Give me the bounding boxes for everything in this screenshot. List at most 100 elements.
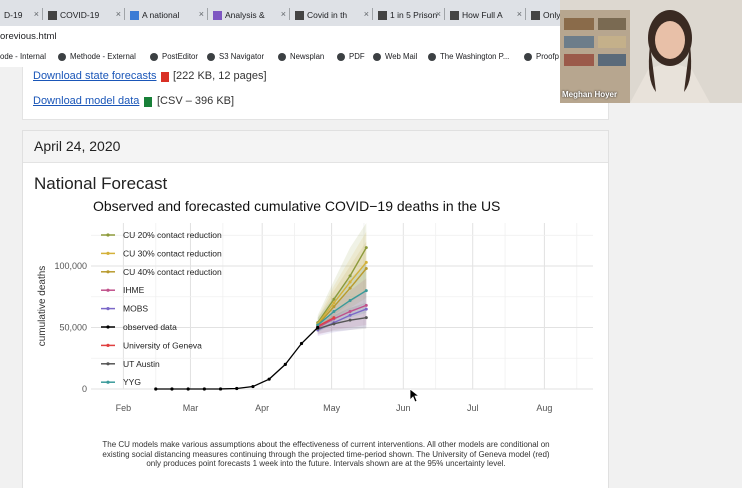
browser-tab[interactable]: Only [531, 4, 567, 26]
bookmark-item[interactable]: Web Mail [373, 52, 417, 61]
tab-label: Analysis & [225, 10, 265, 20]
bookmark-item[interactable]: ode - Internal [0, 52, 46, 61]
browser-tab[interactable]: D-19 × [4, 4, 42, 26]
y-tick-label: 50,000 [59, 323, 87, 333]
tab-close-icon[interactable]: × [33, 9, 39, 19]
bookmark-label: Web Mail [385, 52, 418, 61]
legend-swatch-point [106, 288, 110, 292]
observed-point [267, 377, 271, 381]
tab-separator [289, 8, 290, 20]
tab-close-icon[interactable]: × [363, 9, 369, 19]
tab-separator [372, 8, 373, 20]
bookmark-icon [373, 52, 381, 61]
tab-favicon-icon [48, 10, 57, 20]
bookmark-label: Proofp [536, 52, 559, 61]
bookmark-item[interactable]: PostEditor [150, 52, 198, 61]
webcam-video: Meghan Hoyer [560, 0, 742, 103]
x-tick-label: Jun [396, 403, 411, 413]
forecast-series-line [317, 304, 367, 329]
tab-label: Only [543, 10, 561, 20]
bookmark-item[interactable]: PDF [337, 52, 365, 61]
chart-title: Observed and forecasted cumulative COVID… [93, 198, 500, 214]
legend-swatch-point [106, 251, 110, 255]
legend-label: YYG [123, 377, 141, 387]
browser-tab[interactable]: How Full A × [450, 4, 525, 26]
tab-favicon-icon [213, 10, 222, 20]
browser-tab[interactable]: Covid in th × [295, 4, 372, 26]
forecast-point [332, 297, 336, 301]
tab-favicon-icon [378, 10, 387, 20]
forecast-point [348, 286, 352, 290]
x-tick-label: Apr [255, 403, 269, 413]
browser-tab[interactable]: A national × [130, 4, 207, 26]
observed-point [299, 341, 304, 346]
bookmark-label: PDF [349, 52, 365, 61]
y-tick-label: 0 [82, 384, 87, 394]
page-content: Download state forecasts [222 KB, 12 pag… [0, 67, 742, 488]
x-tick-label: Jul [467, 403, 479, 413]
bookmark-item[interactable]: Newsplan [278, 52, 324, 61]
bookmark-icon [150, 52, 158, 61]
bookmark-item[interactable]: Proofp [524, 52, 559, 61]
tab-label: A national [142, 10, 180, 20]
download-state-forecasts-link[interactable]: Download state forecasts [33, 70, 157, 82]
csv-icon [144, 97, 152, 107]
legend-swatch-point [106, 325, 110, 329]
forecast-point [348, 280, 352, 284]
tab-label: 1 in 5 Prison [390, 10, 438, 20]
bookmark-label: ode - Internal [0, 52, 46, 61]
forecast-point [364, 289, 368, 293]
browser-tab[interactable]: Analysis & × [213, 4, 289, 26]
tab-favicon-icon [450, 10, 459, 20]
observed-point [316, 325, 320, 330]
tab-close-icon[interactable]: × [198, 9, 204, 19]
bookmark-label: Methode - External [70, 52, 136, 61]
browser-tab[interactable]: 1 in 5 Prison × [378, 4, 444, 26]
bookmark-icon [58, 52, 66, 61]
address-text[interactable]: orevious.html [0, 31, 57, 42]
bookmark-item[interactable]: S3 Navigator [207, 52, 264, 61]
forecast-point [364, 316, 368, 320]
observed-point [170, 387, 174, 391]
forecast-point [348, 298, 352, 302]
webcam-person-image [560, 0, 742, 103]
forecast-series-line [317, 317, 335, 327]
y-axis-label: cumulative deaths [37, 266, 48, 347]
browser-tab[interactable]: COVID-19 × [48, 4, 124, 26]
tab-favicon-icon [295, 10, 304, 20]
forecast-series-line [317, 261, 367, 325]
tab-close-icon[interactable]: × [280, 9, 286, 19]
observed-point [283, 362, 287, 367]
download-model-data-link[interactable]: Download model data [33, 95, 140, 107]
x-tick-label: Aug [536, 403, 552, 413]
bookmark-label: S3 Navigator [219, 52, 265, 61]
forecast-point [332, 301, 336, 305]
observed-point [235, 386, 239, 391]
bookmark-icon [207, 52, 215, 61]
observed-point [154, 387, 158, 391]
legend-swatch-point [106, 233, 110, 237]
tab-favicon-icon [531, 10, 540, 20]
forecast-point [348, 274, 352, 278]
forecast-point [364, 260, 368, 264]
tab-label: Covid in th [307, 10, 348, 20]
tab-close-icon[interactable]: × [435, 9, 441, 19]
bookmark-icon [524, 52, 532, 61]
forecast-series-line [317, 268, 367, 326]
bookmark-item[interactable]: Methode - External [58, 52, 136, 61]
tab-favicon-icon [130, 10, 139, 20]
card-header: April 24, 2020 [23, 131, 608, 163]
tab-close-icon[interactable]: × [115, 9, 121, 19]
bookmark-label: The Washington P... [440, 52, 510, 61]
downloads-card: Download state forecasts [222 KB, 12 pag… [22, 67, 609, 120]
bookmark-item[interactable]: The Washington P... [428, 52, 509, 61]
forecast-card: April 24, 2020 National Forecast Observe… [22, 130, 609, 488]
bookmark-label: Newsplan [290, 52, 325, 61]
y-tick-label: 100,000 [54, 261, 87, 271]
forecast-point [332, 310, 336, 314]
legend-swatch-point [106, 307, 110, 311]
tab-close-icon[interactable]: × [516, 9, 522, 19]
webcam-participant-name: Meghan Hoyer [562, 90, 618, 99]
legend-swatch-point [106, 270, 110, 274]
forecast-point [364, 303, 368, 307]
